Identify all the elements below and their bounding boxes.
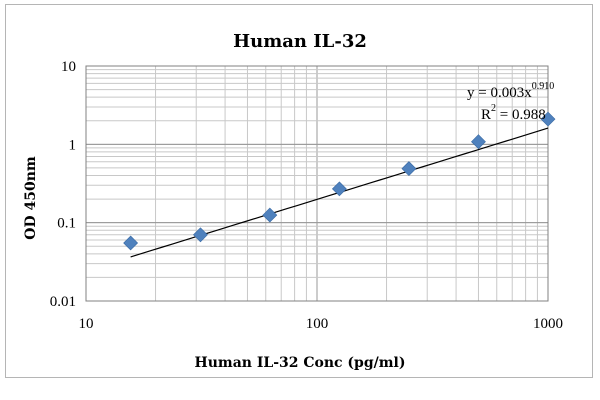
data-point [540, 111, 556, 127]
plot-area-border [85, 65, 549, 302]
trendline-equation: y = 0.003x0.910 [467, 81, 554, 101]
x-tick-label: 1000 [533, 316, 563, 332]
trendline-equation-exponent: 0.910 [532, 81, 555, 92]
chart-title: Human IL-32 [233, 31, 367, 52]
y-axis-title: OD 450nm [23, 156, 39, 240]
y-tick-label: 10 [61, 59, 76, 75]
r-squared-label: R2 = 0.988 [481, 103, 546, 123]
data-point-layer [123, 111, 556, 251]
r-squared-superscript: 2 [491, 103, 496, 114]
data-point [401, 161, 417, 177]
x-axis-title: Human IL-32 Conc (pg/ml) [194, 355, 405, 371]
x-tick-label: 10 [79, 316, 94, 332]
trendline-equation-base: y = 0.003x [467, 85, 532, 101]
grid-layer [85, 65, 549, 302]
r-squared-r: R [481, 107, 491, 123]
data-point [331, 181, 347, 197]
y-tick-label: 1 [69, 137, 77, 153]
y-tick-label: 0.1 [57, 216, 76, 232]
y-tick-label: 0.01 [50, 294, 76, 310]
r-squared-value: = 0.988 [496, 107, 546, 123]
tick-label-layer: 10 100 1000 10 1 0.1 0.01 [50, 59, 563, 332]
data-point [193, 227, 208, 243]
data-point [123, 235, 139, 251]
data-point [262, 207, 278, 223]
data-point [471, 134, 486, 150]
x-tick-label: 100 [306, 316, 329, 332]
